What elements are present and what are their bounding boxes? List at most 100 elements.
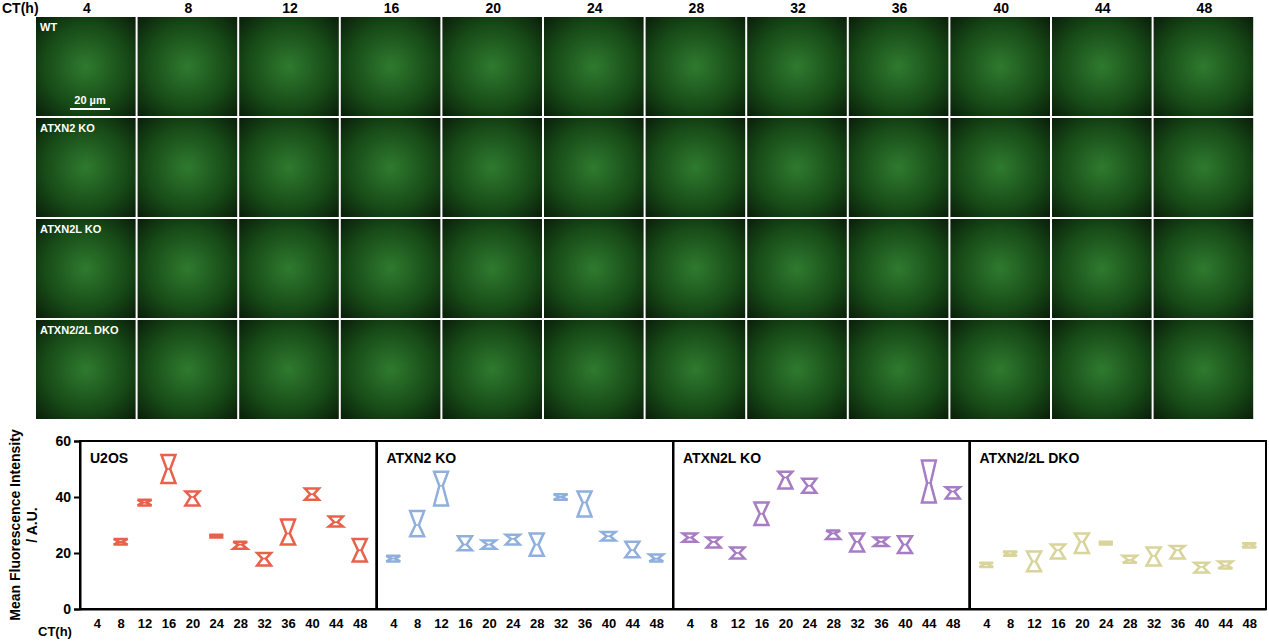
x-tick: 32 xyxy=(850,609,864,631)
scale-bar xyxy=(70,108,110,110)
micrograph xyxy=(442,17,542,116)
median xyxy=(1056,549,1060,551)
micrograph xyxy=(239,118,339,217)
x-tick-label: 48 xyxy=(353,616,367,631)
x-tick: 32 xyxy=(1147,609,1161,631)
panel-title: ATXN2L KO xyxy=(683,450,761,466)
median xyxy=(191,496,195,498)
x-tick-label: 24 xyxy=(803,616,818,631)
median xyxy=(712,541,716,543)
median xyxy=(1224,565,1228,567)
x-tick-label: 44 xyxy=(922,616,937,631)
time-label: 4 xyxy=(83,0,91,16)
scale-bar-label: 20 µm xyxy=(74,94,106,106)
x-tick: 48 xyxy=(650,609,664,631)
micrograph xyxy=(849,17,949,116)
x-tick: 4 xyxy=(687,609,695,631)
violin xyxy=(1027,552,1041,572)
x-tick-label: 16 xyxy=(755,616,769,631)
x-tick-label: 48 xyxy=(1243,616,1257,631)
violin xyxy=(458,536,472,550)
violin xyxy=(138,500,152,506)
median xyxy=(439,485,443,487)
y-tick-mark xyxy=(74,497,80,499)
x-tick: 12 xyxy=(138,609,152,631)
x-tick: 44 xyxy=(626,609,641,631)
x-tick-label: 16 xyxy=(162,616,176,631)
y-tick-mark xyxy=(74,553,80,555)
violin xyxy=(1194,563,1208,573)
x-tick: 8 xyxy=(1007,609,1014,631)
x-axis: 4812162024283236404448 xyxy=(81,609,378,631)
x-tick-label: 20 xyxy=(1075,616,1089,631)
violin xyxy=(922,461,936,503)
violin xyxy=(898,536,912,553)
median xyxy=(808,485,812,487)
y-tick: 20 xyxy=(55,545,80,561)
median xyxy=(760,513,764,515)
y-axis-line xyxy=(376,442,378,610)
x-tick: 8 xyxy=(711,609,718,631)
x-axis-title: CT(h) xyxy=(38,624,72,639)
time-label: 32 xyxy=(790,0,806,16)
micrograph xyxy=(747,219,847,318)
x-tick-label: 36 xyxy=(1171,616,1185,631)
median xyxy=(831,533,835,535)
x-tick: 36 xyxy=(874,609,888,631)
x-tick-label: 32 xyxy=(850,616,864,631)
median xyxy=(262,558,266,560)
micrograph xyxy=(341,17,441,116)
median xyxy=(310,493,314,495)
median xyxy=(215,535,219,537)
micrograph xyxy=(950,17,1050,116)
micrograph xyxy=(442,320,542,419)
x-tick-label: 40 xyxy=(898,616,912,631)
y-tick-label: 60 xyxy=(55,433,71,449)
violin xyxy=(649,554,663,561)
violin xyxy=(257,553,271,566)
x-tick: 40 xyxy=(602,609,616,631)
micrograph xyxy=(747,17,847,116)
median xyxy=(535,544,539,546)
median xyxy=(984,563,988,565)
micrograph xyxy=(646,320,746,419)
median xyxy=(927,482,931,484)
y-tick-mark xyxy=(74,609,80,611)
violin xyxy=(778,472,792,489)
x-tick-label: 24 xyxy=(210,616,225,631)
micrograph xyxy=(544,17,644,116)
time-label: 40 xyxy=(993,0,1009,16)
micrograph xyxy=(341,118,441,217)
median xyxy=(559,496,563,498)
x-tick: 24 xyxy=(506,609,521,631)
y-axis-line xyxy=(673,442,675,610)
micrograph xyxy=(138,17,238,116)
x-tick-label: 20 xyxy=(779,616,793,631)
x-tick-label: 8 xyxy=(711,616,718,631)
x-tick-label: 8 xyxy=(414,616,421,631)
median xyxy=(391,558,395,560)
median xyxy=(238,544,242,546)
violin xyxy=(410,511,424,536)
time-label: 8 xyxy=(185,0,193,16)
x-tick: 28 xyxy=(826,609,840,631)
x-tick: 8 xyxy=(414,609,421,631)
violin xyxy=(1099,542,1113,545)
x-tick: 4 xyxy=(94,609,102,631)
y-tick-label: 0 xyxy=(63,601,71,617)
micrograph xyxy=(239,320,339,419)
median xyxy=(736,552,740,554)
x-tick: 16 xyxy=(1051,609,1065,631)
micrograph xyxy=(138,118,238,217)
x-tick-label: 8 xyxy=(118,616,125,631)
panel: 4812162024283236404448ATXN2 KO xyxy=(377,441,674,631)
violin xyxy=(1051,545,1065,559)
violin xyxy=(874,538,888,546)
x-tick-label: 44 xyxy=(329,616,344,631)
violin xyxy=(1242,543,1256,547)
x-tick: 36 xyxy=(578,609,592,631)
micrograph xyxy=(1154,17,1254,116)
micrograph xyxy=(950,118,1050,217)
panel: 4812162024283236404448ATXN2L KO xyxy=(673,441,970,631)
y-tick-label: 40 xyxy=(55,489,71,505)
